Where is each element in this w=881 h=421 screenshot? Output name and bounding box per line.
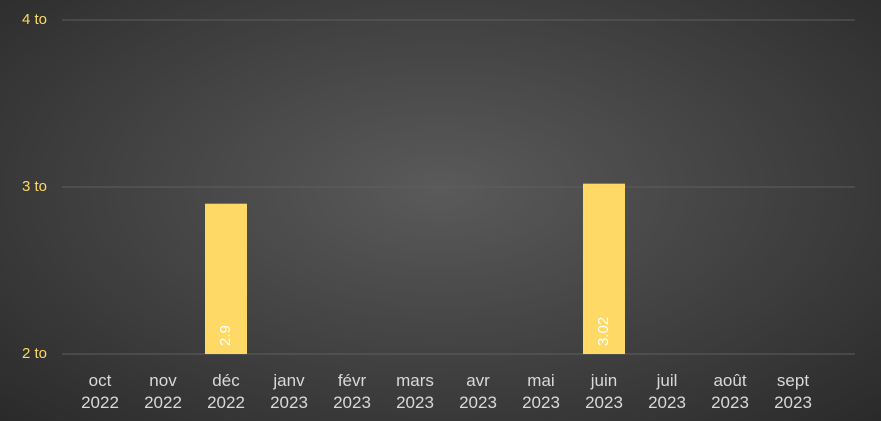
x-tick-label: mai 2023 [522,371,560,412]
bar [583,183,625,354]
y-tick-label: 2 to [22,345,47,362]
x-tick-label: janv 2023 [270,371,308,412]
x-tick-label: nov 2022 [144,371,182,412]
y-tick-label: 4 to [22,11,47,28]
x-tick-label: févr 2023 [333,371,371,412]
value-label: 3.02 [595,317,612,346]
value-label: 2.9 [217,325,234,346]
x-tick-label: déc 2022 [207,371,245,412]
y-tick-label: 3 to [22,178,47,195]
x-tick-label: juin 2023 [585,371,623,412]
x-tick-label: juil 2023 [648,371,686,412]
x-tick-label: août 2023 [711,371,749,412]
bar [205,203,247,354]
x-tick-label: sept 2023 [774,371,812,412]
x-tick-label: mars 2023 [396,371,434,412]
x-tick-label: oct 2022 [81,371,119,412]
x-tick-label: avr 2023 [459,371,497,412]
